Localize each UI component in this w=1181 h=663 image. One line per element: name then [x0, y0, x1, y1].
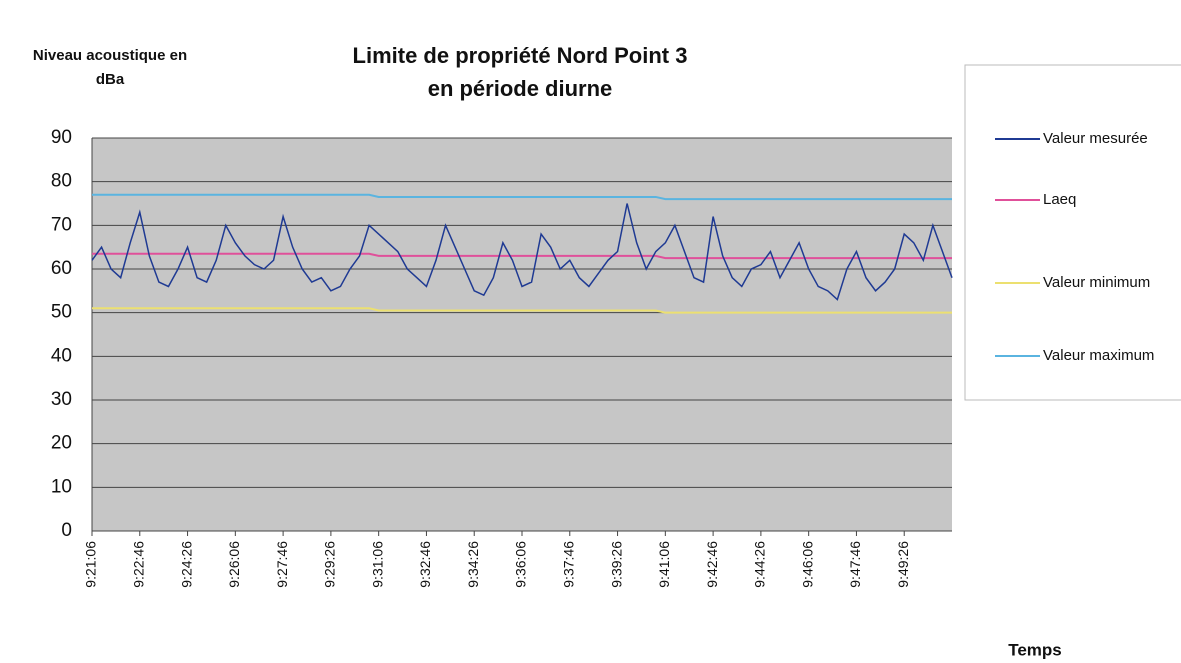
x-tick-label: 9:44:26 — [752, 541, 768, 588]
y-tick-label: 30 — [51, 389, 72, 410]
legend-label: Valeur minimum — [1043, 274, 1150, 291]
series-line — [92, 307, 952, 314]
legend-box — [964, 64, 1181, 401]
y-tick-label: 40 — [51, 345, 72, 366]
y-tick-label: 50 — [51, 302, 72, 323]
x-tick-label: 9:22:46 — [130, 541, 146, 588]
x-tick-label: 9:24:26 — [178, 541, 194, 588]
y-tick-label: 20 — [51, 433, 72, 454]
x-tick-label: 9:32:46 — [417, 541, 433, 588]
y-tick-label: 0 — [61, 520, 72, 541]
x-tick-label: 9:36:06 — [513, 541, 529, 588]
x-tick-label: 9:34:26 — [465, 541, 481, 588]
y-axis-label: dBa — [96, 71, 125, 88]
x-tick-label: 9:41:06 — [656, 541, 672, 588]
y-tick-label: 70 — [51, 214, 72, 235]
x-tick-label: 9:26:06 — [226, 541, 242, 588]
x-tick-label: 9:21:06 — [83, 541, 99, 588]
x-axis-label: Temps — [1008, 640, 1062, 659]
x-tick-label: 9:42:46 — [704, 541, 720, 588]
x-tick-label: 9:27:46 — [274, 541, 290, 588]
y-tick-label: 10 — [51, 476, 72, 497]
chart-title: Limite de propriété Nord Point 3 — [353, 43, 688, 68]
x-tick-label: 9:37:46 — [560, 541, 576, 588]
x-tick-label: 9:47:46 — [847, 541, 863, 588]
x-tick-label: 9:29:26 — [322, 541, 338, 588]
legend-label: Valeur maximum — [1043, 347, 1154, 364]
legend-label: Laeq — [1043, 191, 1076, 208]
y-tick-label: 60 — [51, 258, 72, 279]
x-tick-label: 9:31:06 — [369, 541, 385, 588]
series-line — [92, 193, 952, 201]
legend-label: Valeur mesurée — [1043, 130, 1148, 147]
plot-area — [92, 138, 952, 531]
x-tick-label: 9:46:06 — [799, 541, 815, 588]
y-tick-label: 90 — [51, 127, 72, 148]
y-axis-label: Niveau acoustique en — [33, 47, 187, 64]
series-line — [91, 203, 953, 301]
series-line — [92, 252, 952, 260]
x-tick-label: 9:49:26 — [895, 541, 911, 588]
x-tick-label: 9:39:26 — [608, 541, 624, 588]
chart-title: en période diurne — [428, 76, 613, 101]
y-tick-label: 80 — [51, 171, 72, 192]
